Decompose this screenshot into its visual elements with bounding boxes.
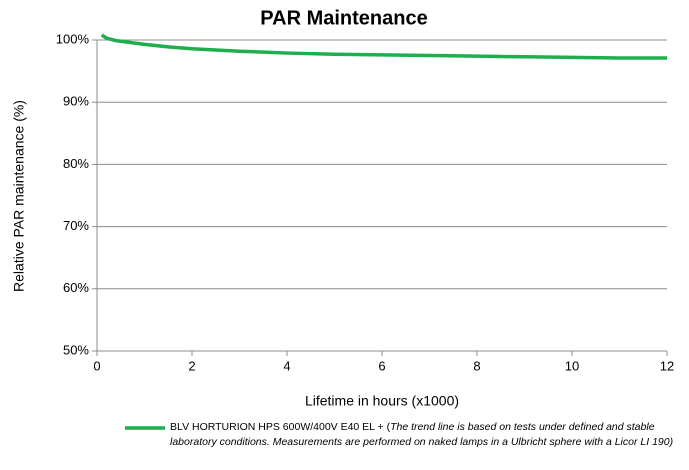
x-tick-label: 8 [473,358,480,373]
legend-label: BLV HORTURION HPS 600W/400V E40 EL + ( [170,421,391,433]
legend-text: BLV HORTURION HPS 600W/400V E40 EL + (Th… [170,420,680,450]
y-tick-label: 80% [63,156,89,171]
x-tick-label: 2 [188,358,195,373]
y-tick-label: 70% [63,218,89,233]
x-axis-label: Lifetime in hours (x1000) [305,393,459,409]
x-tick-label: 12 [660,358,674,373]
legend-note: The trend line is based on tests under d… [170,421,674,448]
x-tick-label: 6 [378,358,385,373]
x-tick-label: 0 [93,358,100,373]
y-tick-label: 100% [56,31,90,46]
x-tick-label: 4 [283,358,290,373]
y-axis-label: Relative PAR maintenance (%) [11,100,27,292]
chart-title: PAR Maintenance [260,7,427,29]
y-tick-label: 50% [63,342,89,357]
data-line [100,33,667,60]
y-tick-label: 90% [63,94,89,109]
y-tick-label: 60% [63,280,89,295]
x-tick-label: 10 [565,358,579,373]
